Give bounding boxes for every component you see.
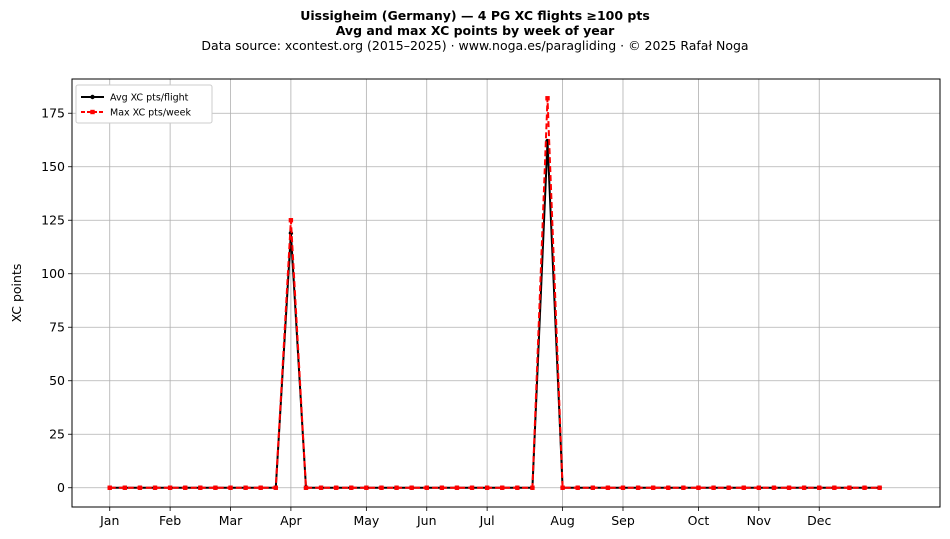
data-point-max [756, 485, 762, 490]
data-point-max [167, 485, 173, 490]
x-tick-label: Feb [159, 513, 181, 528]
data-point-max [288, 218, 294, 223]
data-point-max [560, 485, 565, 490]
x-tick-label: Dec [807, 513, 831, 528]
data-point-max [258, 485, 263, 490]
data-point-max [711, 485, 716, 490]
data-point-max [575, 485, 580, 490]
data-point-max [771, 485, 777, 490]
data-point-max [545, 96, 550, 101]
data-point-max [303, 485, 309, 490]
data-point-max [379, 485, 384, 490]
x-tick-label: Nov [747, 513, 772, 528]
data-point-max [832, 485, 837, 490]
data-point-max [696, 485, 701, 490]
data-point-max [107, 485, 112, 490]
data-point-max [318, 485, 324, 490]
legend-marker-avg [90, 94, 95, 100]
x-tick-label: Aug [550, 513, 574, 528]
y-axis-label: XC points [9, 264, 24, 323]
data-point-max [605, 485, 611, 490]
data-point-max [439, 485, 445, 490]
x-tick-label: Jan [99, 513, 119, 528]
data-point-max [620, 485, 626, 490]
data-point-max [650, 485, 656, 490]
data-point-max [484, 485, 490, 490]
series-line-0 [109, 140, 880, 489]
data-point-max [530, 485, 535, 490]
x-tick-label: Jun [416, 513, 437, 528]
x-tick-label: May [353, 513, 379, 528]
data-point-max [273, 485, 278, 490]
y-tick-label: 125 [41, 213, 65, 228]
y-tick-label: 0 [57, 480, 65, 495]
data-point-max [122, 485, 128, 490]
y-tick-label: 50 [49, 373, 65, 388]
data-point-max [801, 485, 807, 490]
data-point-max [469, 485, 475, 490]
data-point-max [786, 485, 792, 490]
axes: 0 25 50 75 100 125 150 175 Jan Feb Mar Apr May Jun Jul… [41, 106, 831, 528]
chart-title: Uissigheim (Germany) — 4 PG XC flights ≥… [300, 8, 650, 23]
chart-title-line2: Avg and max XC points by week of year [335, 23, 615, 38]
legend-box [75, 84, 213, 124]
data-point-max [681, 485, 686, 490]
data-point-max [213, 485, 218, 490]
data-point-max [515, 485, 520, 490]
data-point-max [817, 485, 822, 490]
legend-entry-avg: Avg XC pts/flight [110, 93, 189, 104]
x-tick-label: Oct [688, 513, 710, 528]
data-point-max [183, 485, 188, 490]
data-point-max [877, 485, 882, 490]
data-point-max [409, 485, 414, 490]
y-tick-label: 100 [41, 266, 65, 281]
title-block: Uissigheim (Germany) — 4 PG XC flights ≥… [0, 8, 950, 54]
x-tick-label: Sep [611, 513, 635, 528]
data-point-max [364, 485, 369, 490]
data-point-max [847, 485, 852, 490]
data-point-max [198, 485, 203, 490]
data-point-max [228, 485, 233, 490]
chart-subtitle: Data source: xcontest.org (2015–2025) · … [201, 38, 749, 53]
grid-lines [72, 79, 940, 507]
x-tick-label: Jul [479, 513, 495, 528]
data-point-max [454, 485, 460, 490]
data-point-max [152, 485, 158, 490]
data-point-max [137, 485, 143, 490]
series-line-1 [109, 97, 880, 489]
y-tick-label: 75 [49, 320, 65, 335]
x-tick-label: Mar [219, 513, 243, 528]
data-point-max [394, 485, 399, 490]
data-point-max [243, 485, 248, 490]
data-point-max [726, 485, 731, 490]
data-point-max [590, 485, 595, 490]
y-tick-label: 175 [41, 106, 65, 121]
series-layer [107, 96, 882, 490]
data-point-max [424, 485, 429, 490]
data-point-max [349, 485, 354, 490]
legend-marker-max [90, 109, 95, 115]
data-point-max [500, 485, 505, 490]
plot-frame [71, 78, 941, 508]
y-tick-label: 25 [49, 427, 65, 442]
legend-entry-max: Max XC pts/week [110, 108, 191, 119]
data-point-max [741, 485, 746, 490]
legend: Avg XC pts/flight Max XC pts/week [75, 84, 213, 124]
data-point-max [862, 485, 867, 490]
x-tick-label: Apr [280, 513, 302, 528]
y-tick-label: 150 [41, 159, 65, 174]
data-point-max [666, 485, 671, 490]
data-point-max [333, 485, 339, 490]
data-point-max [635, 485, 641, 490]
